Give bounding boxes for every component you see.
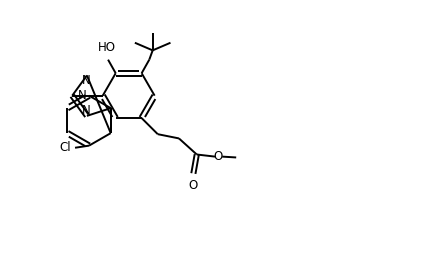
Text: O: O <box>188 179 198 192</box>
Text: Cl: Cl <box>59 141 71 154</box>
Text: HO: HO <box>98 41 116 54</box>
Text: N: N <box>82 104 91 117</box>
Text: O: O <box>213 150 222 163</box>
Text: N: N <box>78 89 87 102</box>
Text: N: N <box>82 74 91 87</box>
